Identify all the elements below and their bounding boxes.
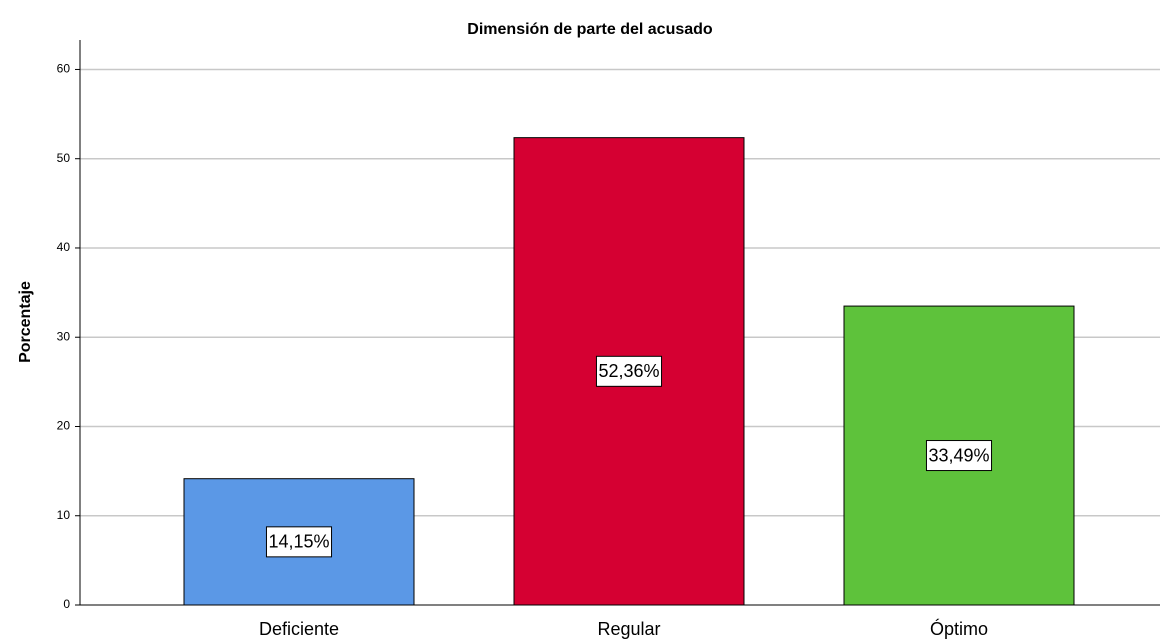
y-tick-label: 60 bbox=[57, 62, 71, 76]
value-label-box bbox=[595, 355, 663, 387]
chart-title: Dimensión de parte del acusado bbox=[467, 21, 713, 38]
x-tick-label: Deficiente bbox=[259, 619, 339, 639]
value-label-box bbox=[265, 526, 333, 558]
x-tick-label: Óptimo bbox=[930, 618, 988, 639]
y-tick-label: 10 bbox=[57, 508, 71, 522]
value-label-box bbox=[925, 440, 993, 472]
y-axis-label: Porcentaje bbox=[17, 281, 34, 363]
y-tick-label: 20 bbox=[57, 419, 71, 433]
x-tick-label: Regular bbox=[597, 619, 660, 639]
y-tick-label: 40 bbox=[57, 240, 71, 254]
y-tick-label: 50 bbox=[57, 151, 71, 165]
value-label: 52,36% bbox=[598, 361, 659, 381]
value-label: 14,15% bbox=[268, 532, 329, 552]
y-tick-label: 0 bbox=[63, 597, 70, 611]
value-label: 33,49% bbox=[928, 445, 989, 465]
y-tick-label: 30 bbox=[57, 329, 71, 343]
